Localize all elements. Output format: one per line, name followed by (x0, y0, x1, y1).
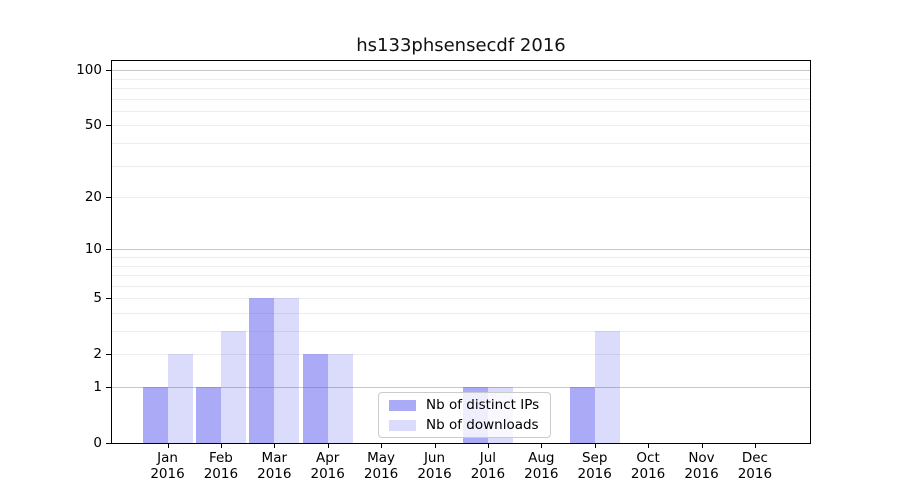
gridline-minor (112, 165, 810, 167)
gridline-minor (112, 125, 810, 127)
gridline-minor (112, 143, 810, 145)
bar-downloads-mar (274, 298, 300, 443)
x-tick-mark (648, 443, 650, 448)
y-tick-label: 2 (93, 346, 102, 363)
bar-distinct-ips-apr (302, 354, 328, 443)
y-tick-mark (106, 249, 111, 251)
x-tick-label: Dec 2016 (737, 450, 773, 482)
x-tick-mark (487, 443, 489, 448)
x-tick-label: Nov 2016 (684, 450, 719, 482)
gridline-decade (112, 387, 810, 388)
gridlines-layer (112, 61, 810, 443)
y-tick-label: 10 (84, 241, 102, 258)
y-tick-mark (106, 125, 111, 127)
gridline-minor (112, 331, 810, 333)
gridline-minor (112, 285, 810, 287)
y-tick-label: 100 (76, 62, 102, 79)
bar-downloads-feb (220, 331, 246, 443)
x-tick-label: Jan 2016 (150, 450, 185, 482)
gridline-minor (112, 312, 810, 314)
plot-area (111, 60, 811, 444)
y-tick-mark (106, 197, 111, 199)
y-tick-mark (106, 70, 111, 72)
gridline-minor (112, 110, 810, 112)
x-tick-label: Feb 2016 (203, 450, 239, 482)
gridline-minor (112, 98, 810, 100)
gridline-minor (112, 78, 810, 80)
bar-distinct-ips-jan (142, 387, 168, 443)
bar-downloads-jan (167, 354, 193, 443)
x-tick-mark (167, 443, 169, 448)
gridline-minor (112, 197, 810, 199)
gridline-minor (112, 257, 810, 258)
y-tick-mark (106, 387, 111, 388)
bar-distinct-ips-feb (195, 387, 221, 443)
legend-label-downloads: Nb of downloads (426, 417, 539, 433)
gridline-minor (112, 275, 810, 277)
x-tick-label: Jun 2016 (417, 450, 452, 482)
x-tick-label: Apr 2016 (310, 450, 345, 482)
x-tick-mark (220, 443, 222, 448)
gridline-minor (112, 298, 810, 300)
x-tick-mark (434, 443, 436, 448)
y-tick-label: 5 (93, 290, 102, 307)
y-tick-label: 0 (93, 435, 102, 451)
x-tick-mark (541, 443, 543, 448)
x-tick-mark (701, 443, 703, 448)
x-tick-mark (594, 443, 596, 448)
legend: Nb of distinct IPs Nb of downloads (378, 392, 551, 438)
x-tick-label: Aug 2016 (524, 450, 559, 482)
bar-downloads-apr (327, 354, 353, 443)
y-tick-mark (106, 298, 111, 300)
gridline-minor (112, 354, 810, 356)
bar-distinct-ips-sep (569, 387, 595, 443)
y-tick-label: 1 (93, 379, 102, 395)
x-tick-mark (381, 443, 383, 448)
y-tick-mark (106, 443, 111, 444)
legend-row-downloads: Nb of downloads (389, 417, 550, 433)
bar-downloads-sep (594, 331, 620, 443)
x-tick-label: Mar 2016 (257, 450, 292, 482)
x-tick-label: May 2016 (363, 450, 399, 482)
x-tick-label: Sep 2016 (577, 450, 612, 482)
legend-swatch-distinct-ips (389, 399, 416, 411)
gridline-decade (112, 249, 810, 251)
gridline-decade (112, 70, 810, 72)
y-tick-mark (106, 354, 111, 356)
y-tick-label: 50 (84, 117, 102, 134)
x-tick-mark (754, 443, 756, 448)
y-tick-label: 20 (84, 189, 102, 206)
legend-row-distinct-ips: Nb of distinct IPs (389, 397, 550, 413)
gridline-minor (112, 265, 810, 267)
x-tick-mark (274, 443, 276, 448)
x-tick-mark (327, 443, 329, 448)
legend-swatch-downloads (389, 419, 416, 431)
chart-title: hs133phsensecdf 2016 (356, 35, 566, 56)
gridline-minor (112, 88, 810, 90)
legend-label-distinct-ips: Nb of distinct IPs (426, 397, 540, 413)
bars-layer (112, 61, 810, 443)
bar-distinct-ips-mar (249, 298, 275, 443)
x-tick-label: Oct 2016 (630, 450, 666, 482)
x-tick-label: Jul 2016 (470, 450, 506, 482)
